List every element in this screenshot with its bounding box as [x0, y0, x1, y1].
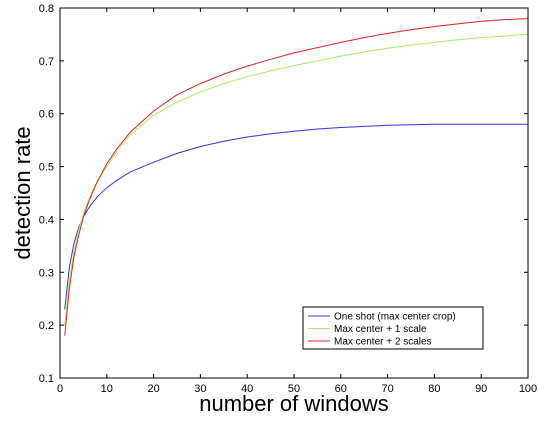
x-tick-label: 0 [57, 383, 63, 395]
legend-box [302, 306, 484, 350]
x-tick-label: 80 [428, 383, 440, 395]
x-tick-label: 90 [475, 383, 487, 395]
x-axis: 0 10 20 30 40 50 60 70 80 90 100 [57, 8, 537, 395]
series-line-2 [64, 33, 529, 326]
x-tick-label: 100 [519, 383, 537, 395]
y-tick-label: 0.2 [39, 320, 54, 332]
series-line-3 [64, 18, 529, 336]
legend-entry-2: Max center + 1 scale [334, 324, 427, 335]
y-tick-label: 0.1 [39, 373, 54, 385]
x-tick-label: 60 [335, 383, 347, 395]
x-tick-label: 10 [101, 383, 113, 395]
x-tick-label: 50 [288, 383, 300, 395]
series-line-1 [64, 123, 528, 310]
plot-lines [64, 18, 529, 336]
x-axis-title: number of windows [199, 391, 389, 416]
legend-entry-1: One shot (max center crop) [334, 312, 456, 323]
x-tick-label: 70 [381, 383, 393, 395]
y-tick-label: 0.7 [39, 56, 54, 68]
y-tick-label: 0.4 [39, 214, 54, 226]
y-tick-label: 0.6 [39, 109, 54, 121]
legend-entry-3: Max center + 2 scales [334, 337, 432, 348]
x-tick-label: 40 [241, 383, 253, 395]
y-axis: 0.1 0.2 0.3 0.4 0.5 0.6 0.7 0.8 [39, 3, 528, 385]
y-tick-label: 0.5 [39, 162, 54, 174]
legend: One shot (max center crop)Max center + 1… [302, 306, 484, 350]
y-tick-label: 0.3 [39, 267, 54, 279]
x-tick-label: 20 [147, 383, 159, 395]
x-tick-label: 30 [194, 383, 206, 395]
y-axis-title: detection rate [10, 126, 35, 259]
y-tick-label: 0.8 [39, 3, 54, 15]
